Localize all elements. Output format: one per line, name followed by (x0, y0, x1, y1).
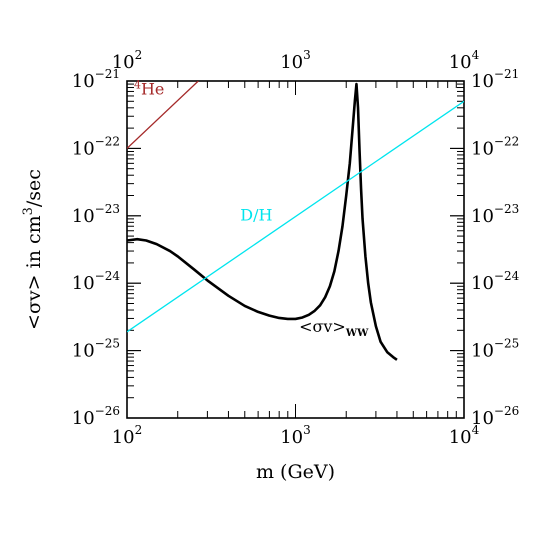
y-tick-label-right: 10−21 (471, 67, 519, 92)
x-axis-title: m (GeV) (256, 461, 335, 483)
series-label-ww: <σv>WW (299, 317, 369, 339)
x-tick-label-top: 102 (112, 48, 143, 73)
y-tick-label-right: 10−26 (471, 404, 519, 429)
y-tick-label-left: 10−23 (72, 202, 120, 227)
y-tick-label-left: 10−25 (72, 337, 120, 362)
x-tick-label-bottom: 102 (112, 423, 143, 448)
y-tick-label-right: 10−24 (471, 269, 520, 294)
y-tick-label-right: 10−23 (471, 202, 519, 227)
x-tick-label-top: 104 (449, 48, 480, 73)
x-tick-label-bottom: 103 (280, 423, 311, 448)
series-line-he4 (127, 81, 199, 149)
y-tick-label-left: 10−21 (72, 67, 120, 92)
x-tick-label-bottom: 104 (449, 423, 480, 448)
series-label-dh: D/H (240, 206, 272, 225)
y-tick-label-left: 10−22 (72, 134, 120, 159)
y-axis-title: <σv> in cm3/sec (21, 169, 45, 330)
series-line-dh (127, 100, 464, 333)
y-tick-label-left: 10−24 (72, 269, 121, 294)
y-tick-label-left: 10−26 (72, 404, 120, 429)
plot-frame (126, 80, 465, 419)
ticks-layer (126, 80, 465, 419)
y-tick-label-right: 10−25 (471, 337, 519, 362)
series-label-he4: 4He (134, 79, 164, 99)
series-layer (127, 81, 464, 361)
y-tick-label-right: 10−22 (471, 134, 519, 159)
x-tick-label-top: 103 (280, 48, 311, 73)
